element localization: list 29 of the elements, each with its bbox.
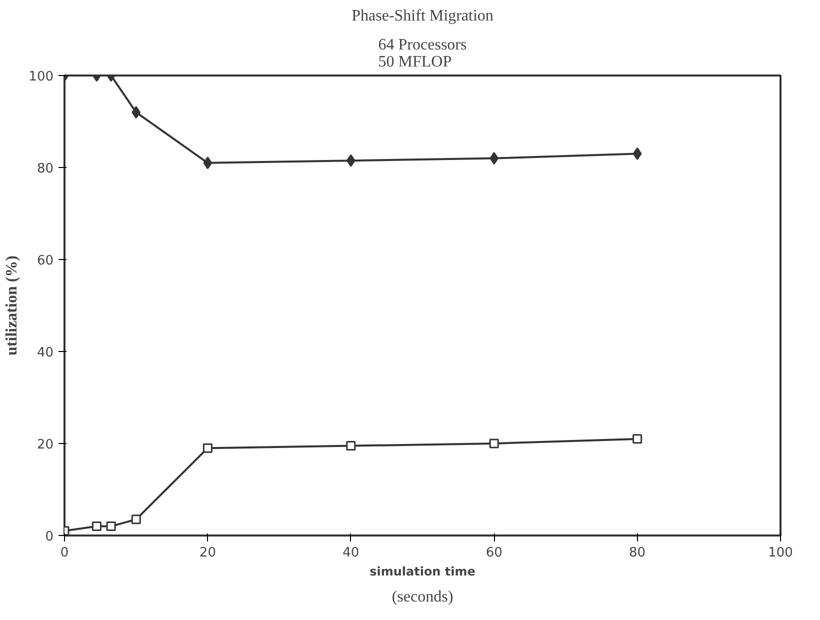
point [632,434,642,444]
point [202,443,212,453]
x-tick-label: 80 [629,546,646,560]
y-axis-title: utilization (%) [4,255,21,356]
y-tick-label: 40 [36,346,54,360]
point [92,522,102,532]
point [346,154,356,167]
x-tick-label: 40 [342,546,360,560]
x-tick-label: 60 [486,546,502,560]
x-tick-label: 20 [199,546,216,560]
point [106,522,116,532]
chart-subtitle: 64 Processors 50 MFLOP [378,36,467,70]
x-tick-label: 0 [60,546,69,560]
y-tick-label: 0 [45,530,54,544]
point [346,441,356,451]
y-tick-label: 100 [28,70,54,84]
x-axis-title: simulation time [370,564,476,578]
y-tick-label: 20 [36,438,54,452]
point [132,106,141,119]
point [632,147,642,160]
y-tick-label: 80 [36,162,54,176]
point [203,156,212,170]
point [490,152,499,165]
x-tick-label: 100 [768,546,793,560]
chart-title: Phase-Shift Migration [352,8,494,24]
point [131,514,141,524]
text: (seconds) [392,588,454,606]
y-tick-label: 60 [36,254,54,268]
point [489,438,499,448]
